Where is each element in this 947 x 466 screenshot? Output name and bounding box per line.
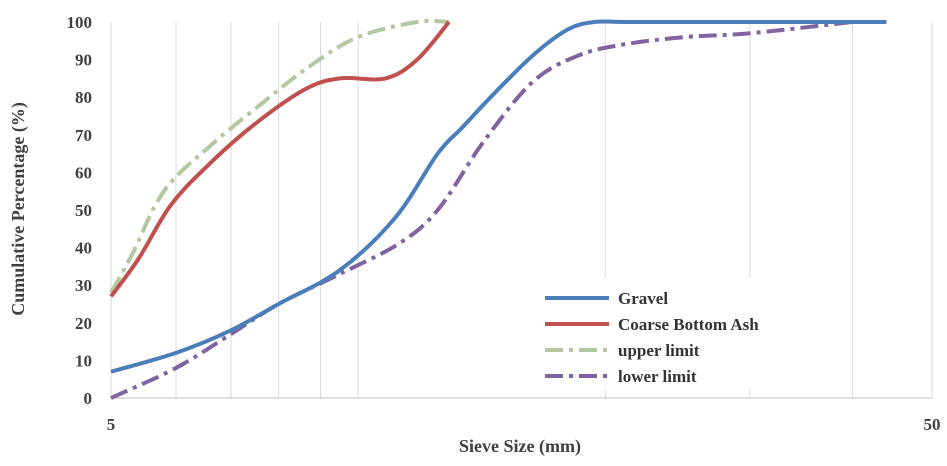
y-tick-label: 100 (67, 13, 93, 32)
y-tick-label: 70 (75, 126, 92, 145)
x-tick-label: 5 (107, 415, 116, 434)
series-line-coarse-bottom-ash (109, 20, 451, 298)
legend-label-lower-limit: lower limit (618, 367, 697, 386)
y-tick-label: 90 (75, 51, 92, 70)
x-tick-label: 50 (924, 415, 941, 434)
series-line-gravel (110, 19, 887, 374)
series-line-lower-limit (110, 20, 853, 400)
y-axis-title: Cumulative Percentage (%) (8, 102, 29, 316)
grid (110, 22, 933, 398)
y-tick-label: 10 (75, 351, 92, 370)
y-tick-label: 40 (75, 239, 92, 258)
x-axis-title: Sieve Size (mm) (459, 436, 581, 457)
axes: 0 10 20 30 40 50 60 70 80 90 100 5 50 (67, 13, 941, 434)
legend-label-upper-limit: upper limit (618, 341, 700, 360)
legend-label-coarse-bottom-ash: Coarse Bottom Ash (618, 315, 759, 334)
y-tick-label: 30 (75, 276, 92, 295)
series-line-upper-limit (109, 18, 450, 294)
legend: Gravel Coarse Bottom Ash upper limit lower … (532, 278, 802, 390)
y-tick-label: 80 (75, 88, 92, 107)
y-tick-label: 50 (75, 201, 92, 220)
legend-label-gravel: Gravel (618, 289, 668, 308)
y-tick-label: 20 (75, 314, 92, 333)
series-lines (109, 18, 887, 400)
y-tick-label: 0 (84, 389, 93, 408)
y-tick-label: 60 (75, 163, 92, 182)
